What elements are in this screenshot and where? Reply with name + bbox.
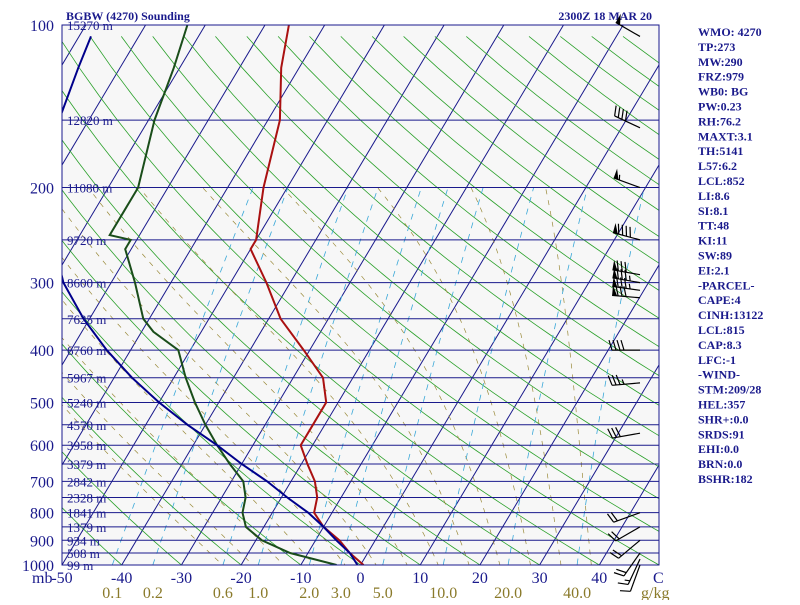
index-entry: BRN:0.0 [698,457,742,471]
index-entry: FRZ:979 [698,70,744,84]
index-entry: -PARCEL- [698,278,754,292]
pressure-tick-label: 600 [30,438,54,455]
height-label: 15270 m [67,18,113,33]
mixing-ratio-label: 20.0 [494,585,522,600]
x-tick-label: -30 [171,570,192,587]
pressure-tick-label: 700 [30,474,54,491]
mixing-ratio-label: 10.0 [429,585,457,600]
pressure-tick-label: 400 [30,343,54,360]
mixing-ratio-label: 0.2 [143,585,163,600]
pressure-tick-label: 1000 [22,558,54,575]
index-entry: WMO: 4270 [698,25,762,39]
height-label: 12820 m [67,113,113,128]
wind-barb-half-flag [630,276,631,281]
index-entry: LCL:815 [698,323,745,337]
index-entry: EHI:0.0 [698,442,739,456]
mixing-ratio-label: 1.0 [248,585,268,600]
mixing-ratio-label: 0.6 [213,585,233,600]
index-entry: CAPE:4 [698,293,741,307]
index-entry: LCL:852 [698,174,745,188]
wind-barb [620,565,640,591]
pressure-tick-label: 100 [30,18,54,35]
wind-barb-half-flag [629,284,630,289]
pressure-tick-label: 200 [30,181,54,198]
isotherm-line [0,25,26,565]
x-tick-label: 20 [472,570,488,587]
height-label: 5240 m [67,395,106,410]
index-entry: CAP:8.3 [698,338,742,352]
height-label: 9720 m [67,233,106,248]
index-entry: SI:8.1 [698,204,728,218]
wind-barb-flag [620,591,630,592]
mixing-ratio-label: 0.1 [102,585,122,600]
mixing-ratio-label: 3.0 [331,585,351,600]
pressure-tick-label: 500 [30,395,54,412]
pressure-tick-label: 800 [30,506,54,523]
height-label: 2328 m [67,491,106,506]
index-entry: EI:2.1 [698,263,730,277]
height-label: 11080 m [67,181,112,196]
index-entry: STM:209/28 [698,383,761,397]
height-label: 8600 m [67,276,106,291]
index-entry: TT:48 [698,219,729,233]
index-entry: TP:273 [698,40,735,54]
x-tick-label: 0 [357,570,365,587]
mixing-ratio-unit: g/kg [641,585,669,600]
height-label: 6760 m [67,343,106,358]
height-label: 2842 m [67,474,106,489]
index-entry: SRDS:91 [698,427,745,441]
x-tick-label: -50 [51,570,72,587]
index-entry: LI:8.6 [698,189,730,203]
mixing-ratio-label: 5.0 [373,585,393,600]
index-entry: BSHR:182 [698,472,753,486]
height-label: 3379 m [67,457,106,472]
plot-background [62,25,659,565]
index-entry: HEL:357 [698,398,745,412]
pressure-tick-label: 900 [30,533,54,550]
mixing-ratio-label: 2.0 [299,585,319,600]
wind-barb-flag [618,583,628,585]
height-label: 4570 m [67,418,106,433]
index-entry: MW:290 [698,55,743,69]
wind-barb-flag [616,569,626,572]
pressure-tick-label: 300 [30,276,54,293]
index-entry: -WIND- [698,368,740,382]
mixing-ratio-label: 40.0 [563,585,591,600]
wind-barb-half-flag [625,580,630,581]
index-entry: RH:76.2 [698,114,741,128]
index-entry: SHR+:0.0 [698,412,749,426]
index-entry: SW:89 [698,249,732,263]
index-entry: CINH:13122 [698,308,763,322]
index-entry: L57:6.2 [698,159,737,173]
x-tick-label: 30 [532,570,548,587]
index-entry: TH:5141 [698,144,743,158]
height-label: 7625 m [67,312,106,327]
index-entry: MAXT:3.1 [698,129,753,143]
index-entry: PW:0.23 [698,100,742,114]
index-entry: KI:11 [698,234,727,248]
height-label: 3958 m [67,438,106,453]
x-tick-label: 10 [412,570,428,587]
height-label: 5967 m [67,371,106,386]
chart-title-right: 2300Z 18 MAR 20 [558,9,652,23]
wind-barb-flag [614,573,624,576]
index-entry: WB0: BG [698,85,748,99]
grid-layer [0,25,800,576]
height-label: 1841 m [67,506,106,521]
x-tick-label: 40 [591,570,607,587]
index-entry: LFC:-1 [698,353,736,367]
